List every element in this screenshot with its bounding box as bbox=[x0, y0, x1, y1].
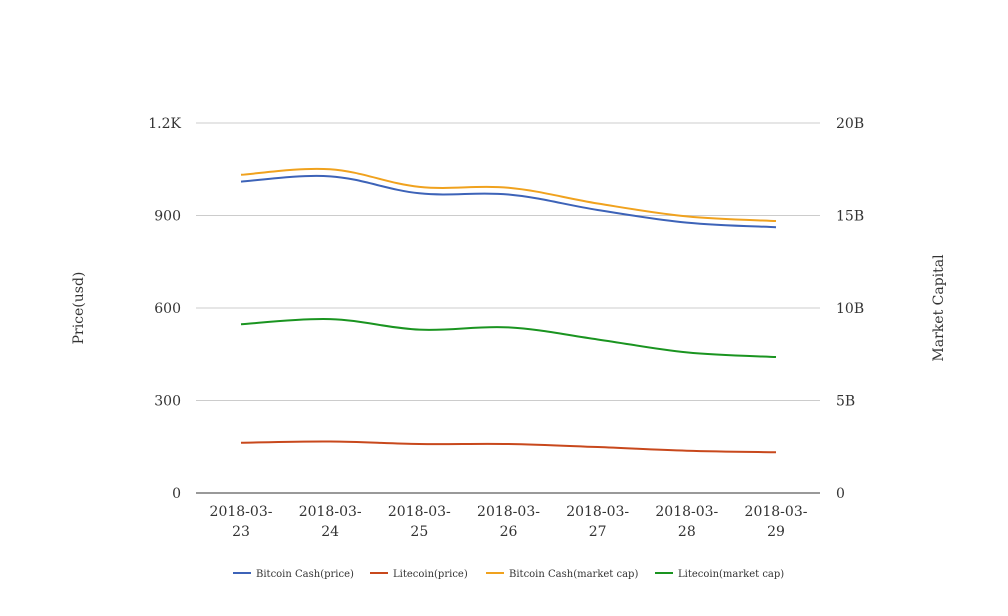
left-tick-label: 600 bbox=[154, 301, 181, 317]
right-axis: 0 5B 10B 15B 20B bbox=[836, 116, 864, 502]
right-tick-label: 20B bbox=[836, 116, 864, 132]
x-tick-label: 2018-03-28 bbox=[655, 504, 718, 540]
x-tick-label: 2018-03-23 bbox=[210, 504, 273, 540]
left-tick-label: 300 bbox=[154, 394, 181, 410]
right-tick-label: 5B bbox=[836, 394, 855, 410]
right-tick-label: 10B bbox=[836, 301, 864, 317]
left-axis-title: Price(usd) bbox=[71, 272, 87, 345]
legend-label-litecoin-price: Litecoin(price) bbox=[393, 569, 468, 580]
legend-label-bitcoin-cash-price: Bitcoin Cash(price) bbox=[256, 569, 354, 580]
series-lines bbox=[240, 167, 777, 454]
x-axis: 2018-03-23 2018-03-24 2018-03-25 2018-03-26… bbox=[210, 504, 808, 540]
legend: Bitcoin Cash(price) Litecoin(price) Bitcoi… bbox=[233, 569, 784, 580]
left-tick-label: 1.2K bbox=[148, 116, 181, 132]
legend-label-bitcoin-cash-market-cap: Bitcoin Cash(market cap) bbox=[509, 569, 638, 580]
left-tick-label: 900 bbox=[154, 209, 181, 225]
series-line-litecoin-market-cap bbox=[240, 317, 777, 359]
left-axis: 0 300 600 900 1.2K bbox=[148, 116, 181, 502]
x-tick-label: 2018-03-29 bbox=[745, 504, 808, 540]
right-axis-title: Market Capital bbox=[931, 254, 947, 362]
x-tick-label: 2018-03-27 bbox=[566, 504, 629, 540]
right-tick-label: 0 bbox=[836, 486, 845, 502]
series-line-bitcoin-cash-market-cap bbox=[240, 167, 777, 223]
series-line-litecoin-price bbox=[240, 440, 777, 454]
legend-label-litecoin-market-cap: Litecoin(market cap) bbox=[678, 569, 784, 580]
left-tick-label: 0 bbox=[172, 486, 181, 502]
right-tick-label: 15B bbox=[836, 209, 864, 225]
grid-lines bbox=[196, 122, 820, 494]
x-tick-label: 2018-03-24 bbox=[299, 504, 362, 540]
series-line-bitcoin-cash-price bbox=[240, 174, 777, 229]
x-tick-label: 2018-03-25 bbox=[388, 504, 451, 540]
x-tick-label: 2018-03-26 bbox=[477, 504, 540, 540]
